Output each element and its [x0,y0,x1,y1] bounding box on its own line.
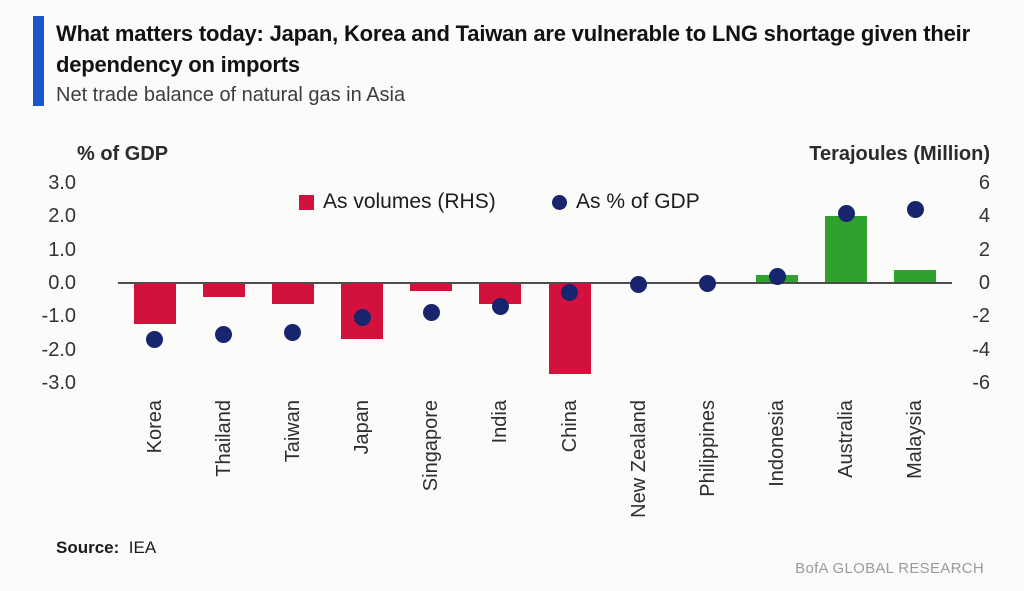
category-label-thailand: Thailand [212,400,235,477]
bar-Korea [133,284,176,324]
category-label-new-zealand: New Zealand [627,400,650,518]
bar-Malaysia [894,269,937,283]
right-axis-tick-6: 6 [978,172,990,194]
gdp-dot-Indonesia [768,267,786,285]
bar-Singapore [410,284,453,291]
category-label-philippines: Philippines [696,400,719,497]
bar-India [479,284,522,304]
gdp-dot-Malaysia [906,201,924,219]
category-label-taiwan: Taiwan [281,400,304,463]
gdp-dot-Philippines [699,274,717,292]
category-label-indonesia: Indonesia [766,400,789,487]
legend-item-gdp: As % of GDP [552,190,700,214]
category-label-india: India [489,400,512,444]
category-label-australia: Australia [835,400,858,478]
right-axis-title: Terajoules (Million) [809,143,990,165]
gdp-dot-China [561,284,579,302]
category-label-singapore: Singapore [420,400,443,492]
left-axis-tick-3.0: 3.0 [48,172,76,194]
left-axis-tick-1.0: 1.0 [48,238,76,261]
right-axis-tick-0: 0 [978,271,990,294]
category-label-korea: Korea [143,400,166,454]
source-note: Source: IEA [56,538,156,558]
chart-subtitle: Net trade balance of natural gas in Asia [56,84,406,106]
gdp-dot-India [491,297,509,315]
square-icon [299,194,314,210]
left-axis-tick-0.0: 0.0 [48,271,76,294]
gdp-dot-Singapore [422,304,440,322]
source-label: Source: [56,538,120,557]
right-axis-tick--2: -2 [972,305,990,328]
bar-Taiwan [271,284,314,304]
source-name: IEA [128,538,157,557]
gdp-dot-Australia [837,204,855,222]
bar-Australia [825,216,868,283]
right-axis-tick-4: 4 [978,205,990,228]
circle-icon [552,194,567,210]
title-accent-bar [33,16,44,106]
gdp-dot-New Zealand [630,276,648,294]
legend-item-volumes: As volumes (RHS) [299,190,496,214]
legend-label-gdp: As % of GDP [576,190,700,213]
category-label-malaysia: Malaysia [904,400,927,479]
category-label-japan: Japan [351,400,374,455]
left-axis-title: % of GDP [77,143,169,165]
category-label-china: China [558,400,581,453]
zero-axis-line [118,282,952,284]
legend-label-volumes: As volumes (RHS) [323,190,496,213]
gdp-dot-Thailand [215,326,233,344]
left-axis-tick--3.0: -3.0 [41,371,76,394]
left-axis-tick--1.0: -1.0 [41,305,76,328]
gdp-dot-Japan [353,309,371,327]
right-axis-tick-2: 2 [978,238,990,261]
left-axis-tick--2.0: -2.0 [41,338,76,361]
brand-mark: BofA GLOBAL RESEARCH [795,560,984,577]
right-axis-tick--4: -4 [972,338,990,361]
left-axis-tick-2.0: 2.0 [48,205,76,228]
bar-Thailand [202,284,245,298]
gdp-dot-Korea [146,331,164,349]
page-title: What matters today: Japan, Korea and Tai… [56,21,970,77]
right-axis-tick--6: -6 [972,371,990,394]
gdp-dot-Taiwan [284,324,302,342]
